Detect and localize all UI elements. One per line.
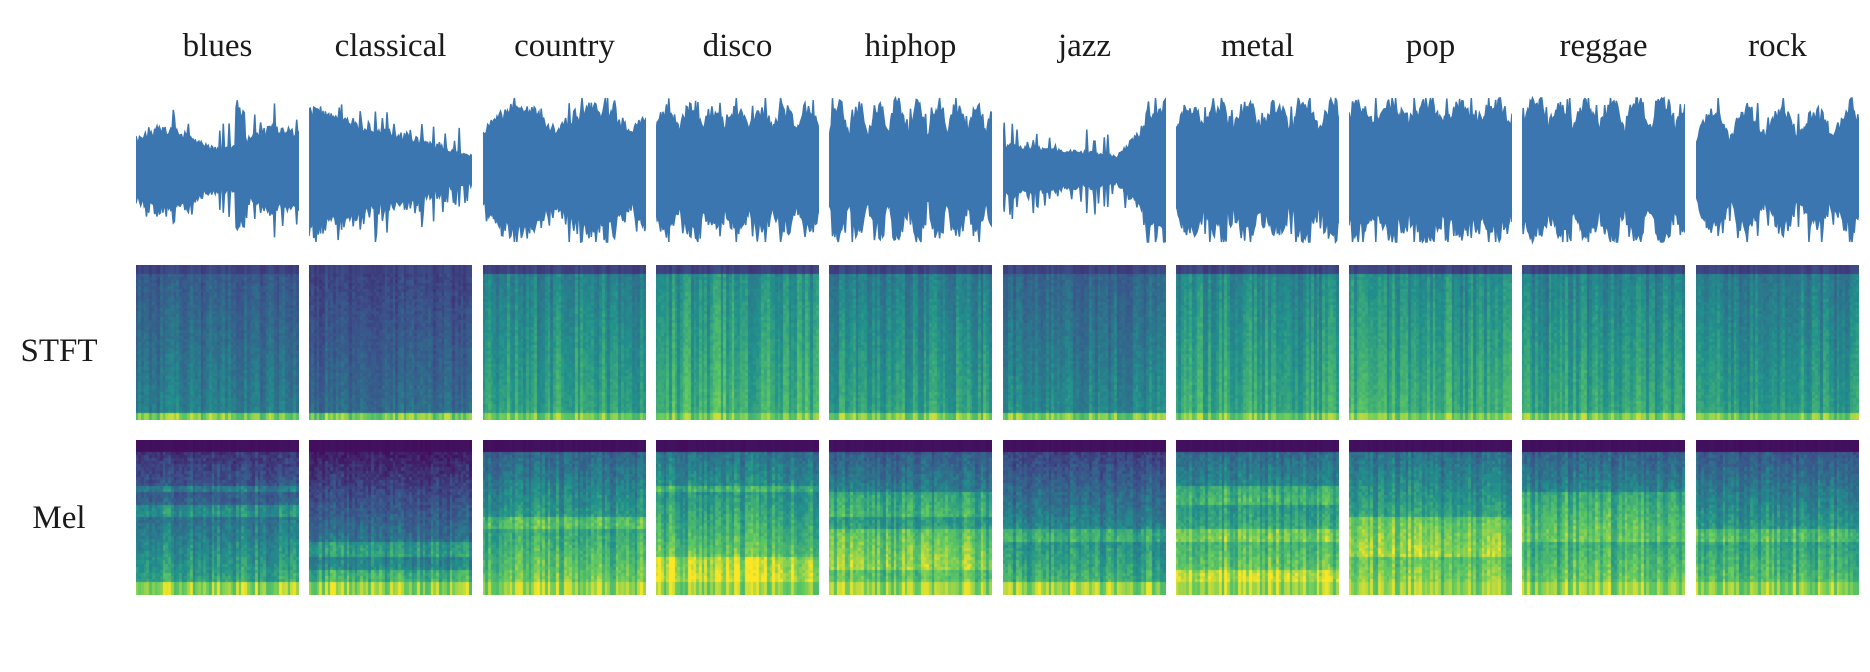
genre-label-rock: rock xyxy=(1748,28,1807,64)
spectrogram-image xyxy=(1349,265,1512,420)
row-label-stft: STFT xyxy=(20,333,98,369)
spectrogram-image xyxy=(1696,265,1859,420)
spectrogram-image xyxy=(1003,440,1166,595)
spectrogram-image xyxy=(309,440,472,595)
waveform-rock xyxy=(1696,95,1859,245)
spectrogram-image xyxy=(136,265,299,420)
waveform-country xyxy=(483,95,646,245)
stft-spectrogram-pop xyxy=(1349,265,1512,424)
mel-spectrogram-rock xyxy=(1696,440,1859,599)
waveform-shape xyxy=(483,97,646,244)
genre-label-reggae: reggae xyxy=(1559,28,1648,64)
spectrogram-image xyxy=(483,265,646,420)
genre-label-classical: classical xyxy=(334,28,447,64)
waveform-shape xyxy=(136,100,299,238)
mel-spectrogram-country xyxy=(483,440,646,599)
spectrogram-image xyxy=(1696,440,1859,595)
waveform-icon xyxy=(1003,97,1166,243)
waveform-icon xyxy=(656,97,819,243)
mel-spectrogram-blues xyxy=(136,440,299,599)
stft-spectrogram-hiphop xyxy=(829,265,992,424)
mel-spectrogram-disco xyxy=(656,440,819,599)
mel-spectrogram-hiphop xyxy=(829,440,992,599)
waveform-classical xyxy=(309,95,472,245)
stft-spectrogram-reggae xyxy=(1522,265,1685,424)
mel-spectrogram-reggae xyxy=(1522,440,1685,599)
genre-label-pop: pop xyxy=(1405,28,1456,64)
genre-label-blues: blues xyxy=(182,28,253,64)
stft-spectrogram-classical xyxy=(309,265,472,424)
waveform-icon xyxy=(309,104,472,243)
waveform-disco xyxy=(656,95,819,245)
stft-spectrogram-disco xyxy=(656,265,819,424)
waveform-shape xyxy=(1349,97,1512,244)
waveform-icon xyxy=(1349,97,1512,244)
mel-spectrogram-metal xyxy=(1176,440,1339,599)
waveform-reggae xyxy=(1522,95,1685,245)
waveform-metal xyxy=(1176,95,1339,245)
mel-spectrogram-classical xyxy=(309,440,472,599)
waveform-shape xyxy=(1176,96,1339,245)
spectrogram-image xyxy=(309,265,472,420)
genre-label-country: country xyxy=(514,28,615,64)
waveform-shape xyxy=(656,97,819,243)
spectrogram-image xyxy=(1003,265,1166,420)
spectrogram-image xyxy=(1176,440,1339,595)
genre-label-jazz: jazz xyxy=(1057,28,1112,64)
spectrogram-image xyxy=(829,440,992,595)
mel-spectrogram-pop xyxy=(1349,440,1512,599)
waveform-jazz xyxy=(1003,95,1166,245)
spectrogram-image xyxy=(656,440,819,595)
spectrogram-image xyxy=(1176,265,1339,420)
stft-spectrogram-country xyxy=(483,265,646,424)
spectrogram-image xyxy=(656,265,819,420)
waveform-shape xyxy=(1522,95,1685,245)
genre-label-disco: disco xyxy=(702,28,773,64)
stft-spectrogram-blues xyxy=(136,265,299,424)
waveform-icon xyxy=(1522,95,1685,245)
waveform-icon xyxy=(483,97,646,244)
row-label-mel: Mel xyxy=(32,500,86,536)
waveform-hiphop xyxy=(829,95,992,245)
waveform-icon xyxy=(136,100,299,238)
spectrogram-image xyxy=(136,440,299,595)
spectrogram-image xyxy=(483,440,646,595)
mel-spectrogram-jazz xyxy=(1003,440,1166,599)
waveform-shape xyxy=(829,95,992,243)
waveform-shape xyxy=(309,104,472,243)
waveform-blues xyxy=(136,95,299,245)
stft-spectrogram-rock xyxy=(1696,265,1859,424)
waveform-icon xyxy=(829,95,992,243)
waveform-shape xyxy=(1003,97,1166,243)
spectrogram-image xyxy=(1522,265,1685,420)
spectrogram-image xyxy=(1349,440,1512,595)
stft-spectrogram-metal xyxy=(1176,265,1339,424)
genre-label-metal: metal xyxy=(1220,28,1295,64)
genre-label-hiphop: hiphop xyxy=(864,28,957,64)
stft-spectrogram-jazz xyxy=(1003,265,1166,424)
spectrogram-image xyxy=(1522,440,1685,595)
waveform-pop xyxy=(1349,95,1512,245)
spectrogram-image xyxy=(829,265,992,420)
waveform-icon xyxy=(1696,96,1859,243)
waveform-shape xyxy=(1696,96,1859,243)
waveform-icon xyxy=(1176,96,1339,245)
